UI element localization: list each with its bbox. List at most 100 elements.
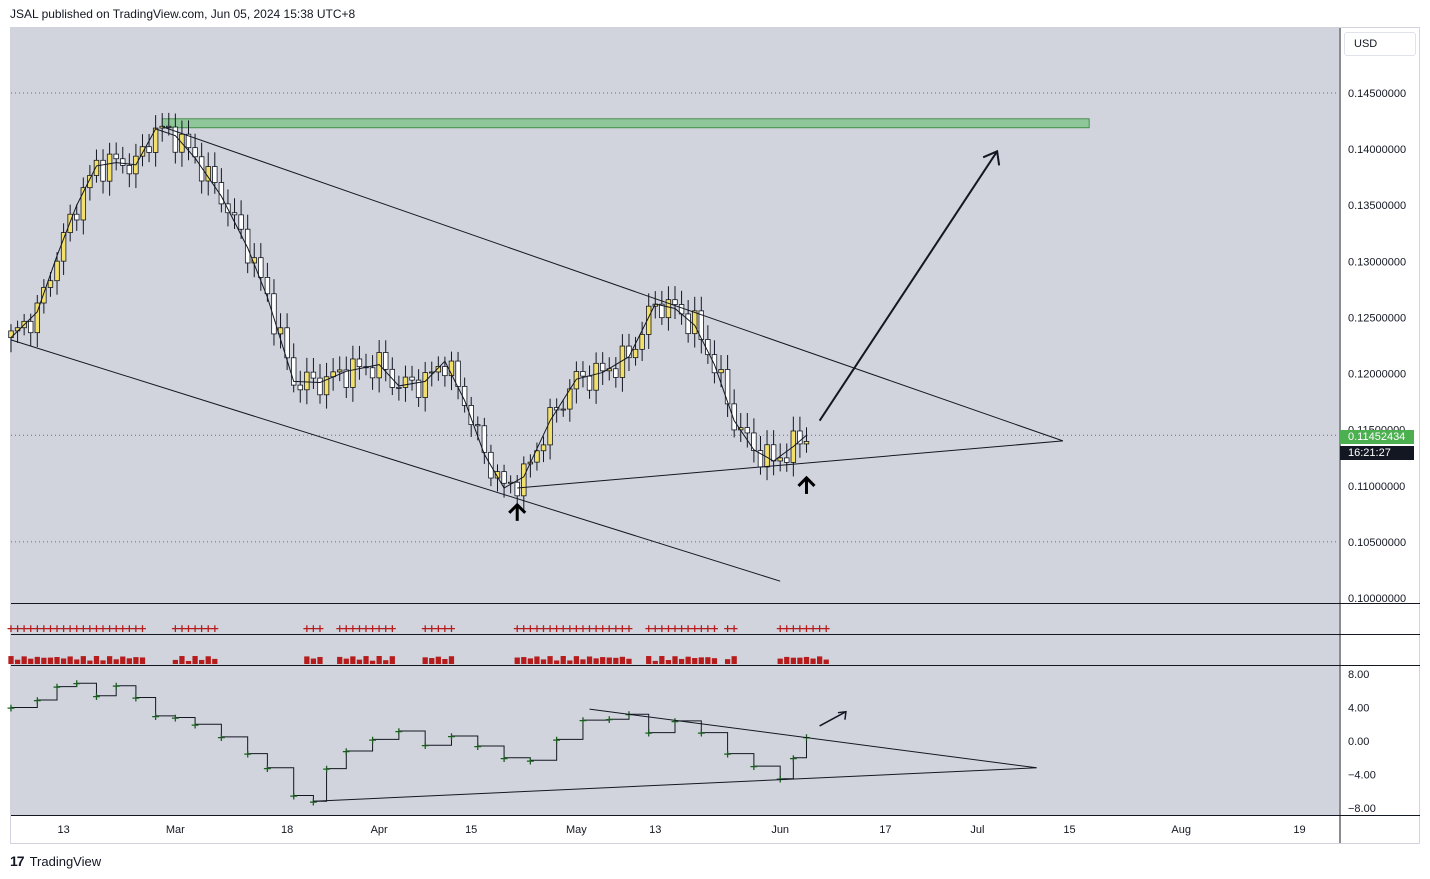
oscillator-point: +	[243, 748, 252, 761]
axes: 0.14500000 0.14000000 0.13500000 0.13000000…	[11, 28, 1420, 843]
tradingview-logo-icon: 17	[10, 853, 25, 869]
volume-bar	[534, 656, 540, 664]
volume-bar	[389, 656, 395, 664]
candle-down	[113, 153, 119, 160]
signal-cross: +	[539, 622, 548, 635]
signal-cross: +	[92, 622, 101, 635]
oscillator-point: +	[723, 748, 732, 761]
oscillator-point: +	[322, 763, 331, 776]
volume-bar	[784, 656, 790, 664]
candle-up	[718, 369, 724, 374]
candle-down	[146, 146, 152, 153]
signal-cross: +	[559, 622, 568, 635]
candle-up	[323, 376, 330, 396]
oscillator-point: +	[749, 760, 758, 773]
signal-cross: +	[447, 622, 456, 635]
signal-cross: +	[39, 622, 48, 635]
oscillator-tick-label: −4.00	[1348, 770, 1376, 782]
signal-cross: +	[52, 622, 61, 635]
oscillator-point: +	[190, 718, 199, 731]
price-tick-label: 0.13500000	[1348, 200, 1406, 212]
signal-cross: +	[355, 622, 364, 635]
volume-bar	[514, 657, 520, 664]
volume-bar	[363, 656, 369, 664]
currency-button[interactable]: USD	[1344, 32, 1416, 56]
signal-cross: +	[651, 622, 660, 635]
volume-bar	[93, 656, 100, 664]
oscillator-point: +	[526, 754, 535, 767]
candle-down	[481, 425, 488, 453]
trendline	[10, 339, 781, 582]
time-tick-label: Jul	[970, 824, 984, 836]
up-arrow-icon	[797, 475, 816, 487]
price-tick-label: 0.12500000	[1348, 312, 1406, 324]
signal-cross: +	[112, 622, 121, 635]
time-tick-label: 13	[57, 824, 69, 836]
volume-bar	[8, 656, 14, 664]
candle-up	[632, 348, 639, 359]
oscillator-point: +	[131, 691, 140, 704]
time-tick-label: 18	[281, 824, 293, 836]
candle-up	[494, 471, 501, 479]
candle-down	[343, 369, 349, 388]
signal-cross: +	[66, 622, 75, 635]
candle-down	[724, 369, 731, 405]
candle-down	[244, 228, 251, 264]
volume-bar	[803, 656, 810, 664]
signal-cross: +	[342, 622, 351, 635]
oscillator-point: +	[112, 680, 121, 693]
volume-bar	[337, 656, 343, 664]
signal-cross: +	[776, 622, 785, 635]
volume-bar	[47, 657, 54, 664]
signal-cross: +	[361, 622, 370, 635]
candle-up	[692, 310, 698, 335]
time-tick-label: Aug	[1171, 824, 1191, 836]
signal-cross: +	[440, 622, 449, 635]
volume-bar	[554, 660, 560, 664]
volume-bar	[317, 656, 323, 664]
signal-cross: +	[33, 622, 42, 635]
candle-up	[152, 127, 159, 153]
candle-down	[396, 387, 402, 389]
candle-down	[28, 320, 34, 334]
price-pane	[8, 28, 1339, 603]
candle-up	[106, 153, 113, 182]
oscillator-tick-label: 0.00	[1348, 736, 1369, 748]
trendline	[517, 440, 1063, 489]
oscillator-arrow-icon	[837, 710, 847, 720]
candle-up	[540, 444, 547, 452]
time-tick-label: 15	[465, 824, 477, 836]
price-tick-label: 0.13000000	[1348, 256, 1406, 268]
signal-cross: +	[20, 622, 29, 635]
signal-cross: +	[519, 622, 528, 635]
candle-down	[672, 299, 678, 305]
candle-down	[784, 457, 790, 463]
volume-bar	[586, 656, 593, 664]
volume-bar	[106, 656, 113, 664]
volume-bar	[560, 656, 566, 664]
signal-cross: +	[697, 622, 706, 635]
candle-up	[304, 371, 310, 391]
price-tick-label: 0.14000000	[1348, 144, 1406, 156]
oscillator-point: +	[6, 702, 15, 715]
projection-arrow-head	[982, 149, 1001, 166]
time-tick-label: 15	[1063, 824, 1075, 836]
candle-up	[593, 362, 599, 391]
volume-bar	[672, 656, 678, 664]
candle-down	[659, 303, 665, 319]
candle-up	[402, 376, 409, 388]
signal-cross: +	[427, 622, 436, 635]
signal-cross: +	[13, 622, 22, 635]
signal-cross: +	[171, 622, 180, 635]
volume-bar	[823, 659, 829, 664]
footer: 17 TradingView	[10, 853, 101, 869]
candle-down	[172, 126, 179, 153]
volume-bar	[356, 659, 363, 664]
candle-down	[185, 133, 192, 149]
volume-bar	[580, 659, 586, 664]
time-tick-label: Jun	[771, 824, 789, 836]
oscillator-pane-bg	[11, 666, 1339, 815]
chart-frame	[10, 27, 1420, 844]
volume-bar	[521, 657, 527, 664]
